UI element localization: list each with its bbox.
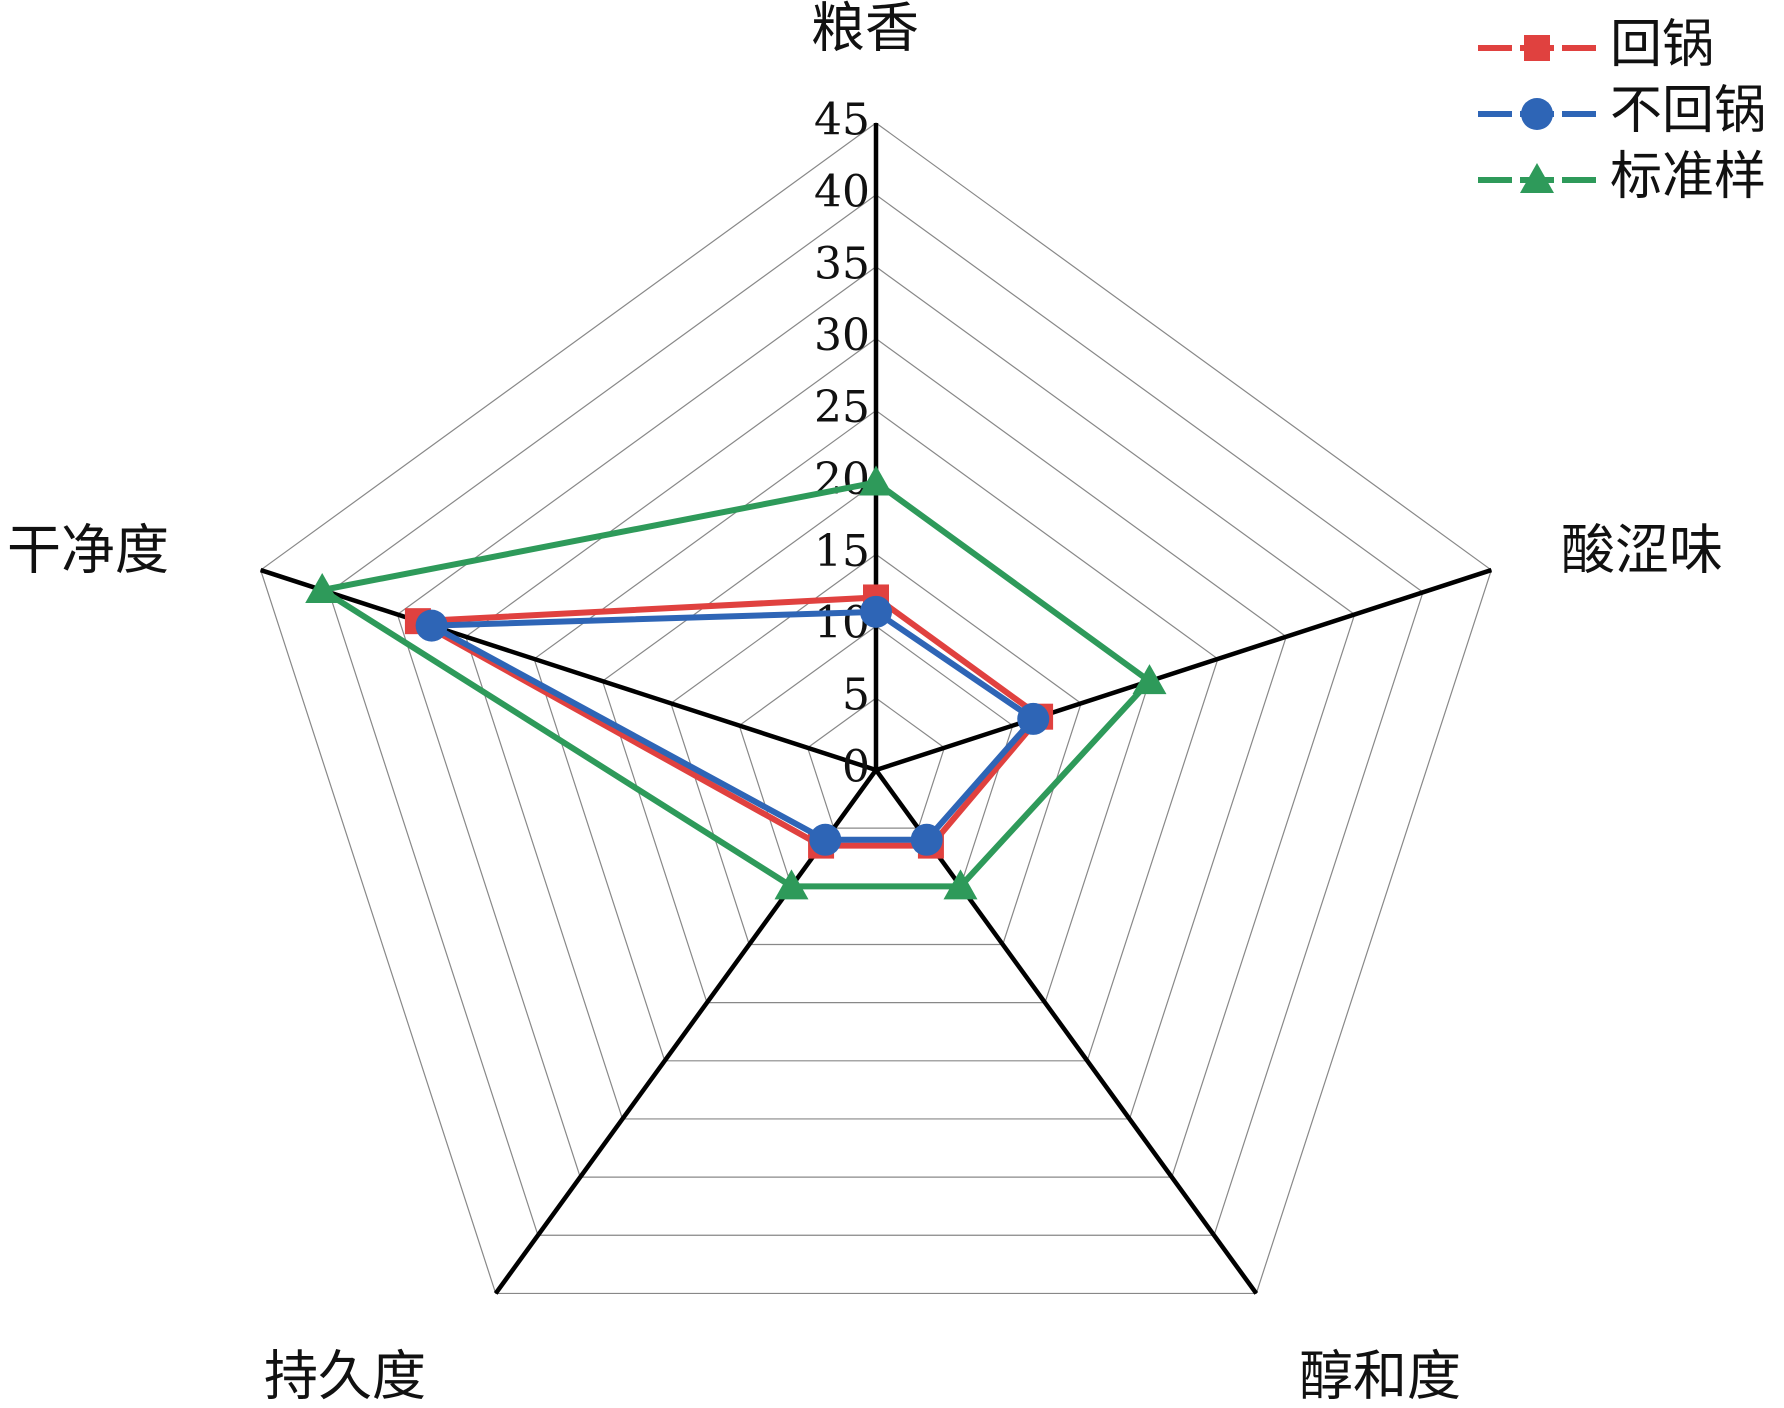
r-tick-label: 0 (842, 742, 870, 793)
series-line (407, 594, 1045, 849)
axis-spoke (259, 567, 877, 773)
r-tick-label: 30 (814, 310, 870, 361)
r-tick-label: 45 (814, 95, 870, 146)
grid-ring (806, 697, 946, 829)
data-point (305, 573, 340, 604)
category-label: 酸涩味 (1561, 519, 1723, 582)
legend-label: 不回锅 (1610, 81, 1766, 141)
legend-label: 标准样 (1610, 147, 1766, 207)
r-tick-label: 25 (814, 382, 870, 433)
data-point (415, 609, 448, 642)
grid-ring (328, 194, 1424, 1236)
data-point (774, 869, 809, 900)
grid-ring (533, 409, 1219, 1062)
legend-marker (1524, 35, 1550, 61)
grid-ring (465, 337, 1287, 1120)
r-tick-label: 10 (814, 598, 870, 649)
legend-marker (1521, 98, 1553, 130)
r-tick-label: 15 (814, 526, 870, 577)
grid-ring (396, 266, 1356, 1178)
data-point (1132, 664, 1167, 695)
legend-marker (1520, 163, 1554, 193)
data-point (859, 465, 893, 496)
data-point (910, 823, 943, 856)
data-point (1017, 702, 1050, 735)
category-label: 醇和度 (1299, 1345, 1461, 1408)
r-tick-label: 35 (814, 238, 870, 289)
category-label: 粮香 (811, 0, 919, 60)
category-label: 持久度 (264, 1345, 426, 1408)
grid-ring (259, 122, 1493, 1295)
axis-spoke (875, 567, 1493, 773)
series-line (420, 608, 1038, 843)
r-tick-label: 20 (814, 454, 870, 505)
category-label: 干净度 (7, 519, 169, 582)
data-point (943, 869, 978, 900)
grid-ring (670, 553, 1082, 946)
legend-label: 回锅 (1610, 15, 1714, 75)
data-point (860, 595, 892, 628)
r-tick-label: 5 (842, 670, 870, 721)
series-line (314, 479, 1154, 890)
data-point (809, 823, 842, 856)
r-tick-label: 40 (814, 166, 870, 217)
